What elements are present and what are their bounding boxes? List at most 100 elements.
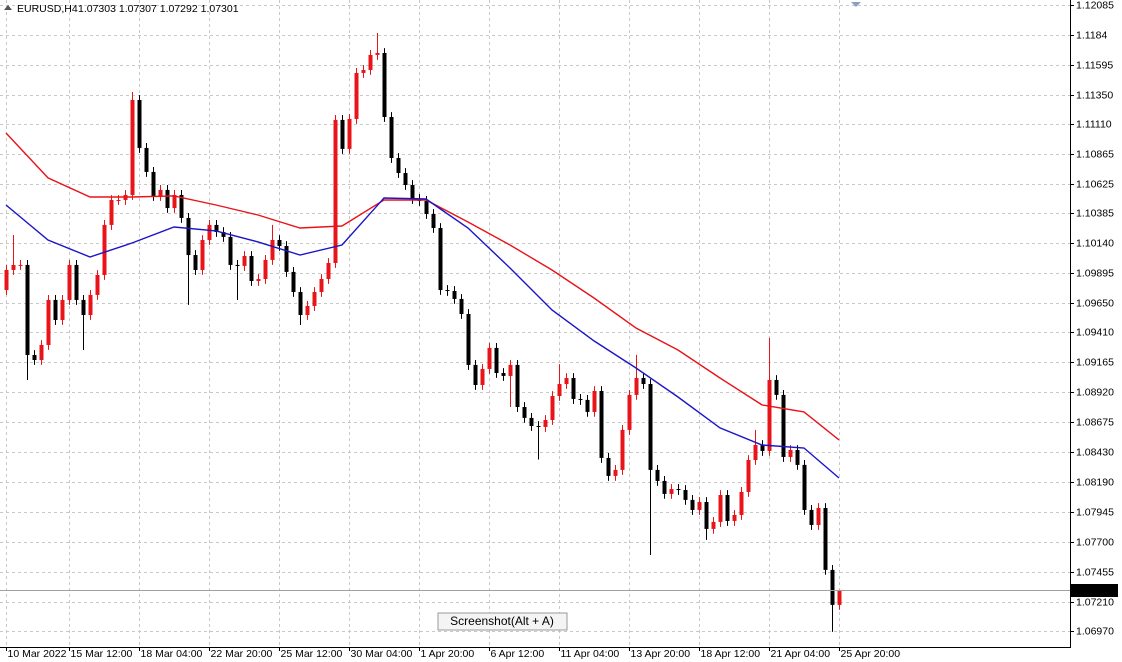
candle-body — [501, 373, 506, 376]
y-tick-label: 1.07945 — [1076, 506, 1114, 518]
y-tick-label: 1.06970 — [1076, 625, 1114, 637]
candle-body — [74, 264, 79, 300]
candle-body — [4, 269, 9, 291]
x-tick-label: 13 Apr 20:00 — [631, 648, 691, 660]
candle-body — [207, 224, 212, 240]
candle-body — [802, 464, 807, 510]
candle-body — [508, 364, 513, 376]
candle-body — [795, 449, 800, 465]
candle-body — [270, 239, 275, 260]
candle-body — [718, 495, 723, 522]
candle-body — [620, 429, 625, 470]
candle-body — [830, 569, 835, 605]
shift-marker[interactable] — [851, 2, 861, 7]
candle-body — [578, 398, 583, 400]
candle-body — [291, 271, 296, 292]
candle-body — [732, 514, 737, 521]
y-tick-label: 1.11595 — [1076, 59, 1113, 71]
candle-body — [753, 444, 758, 461]
y-tick-label: 1.11350 — [1076, 89, 1113, 101]
candle-body — [95, 274, 100, 295]
candle-body — [592, 390, 597, 412]
candle-body — [221, 232, 226, 237]
candle-body — [585, 399, 590, 412]
candle-body — [396, 157, 401, 174]
candle-body — [102, 224, 107, 275]
candle-body — [697, 501, 702, 510]
candle-body — [648, 384, 653, 470]
candle-body — [11, 264, 16, 270]
y-tick-label: 1.07455 — [1076, 566, 1114, 578]
y-tick-label: 1.08920 — [1076, 386, 1114, 398]
current-price-box — [1071, 584, 1118, 597]
candle-body — [158, 189, 163, 196]
candle-body — [431, 214, 436, 228]
candle-body — [746, 460, 751, 492]
candle-body — [704, 501, 709, 529]
y-tick-label: 1.09650 — [1076, 297, 1114, 309]
y-tick-label: 1.07700 — [1076, 536, 1114, 548]
candle-body — [480, 368, 485, 385]
candle-body — [326, 262, 331, 280]
x-tick-label: 15 Mar 12:00 — [71, 648, 133, 660]
candle-body — [389, 116, 394, 158]
candle-body — [368, 54, 373, 70]
grid — [0, 0, 1070, 647]
candle-body — [256, 279, 261, 281]
candle-body — [599, 390, 604, 458]
y-tick-label: 1.12085 — [1076, 0, 1114, 11]
menu-icon[interactable] — [4, 5, 12, 10]
y-tick-label: 1.09410 — [1076, 326, 1114, 338]
candle-body — [529, 417, 534, 426]
candle-body — [354, 72, 359, 119]
candle-body — [242, 256, 247, 266]
candle-body — [823, 507, 828, 570]
candle-body — [214, 224, 219, 233]
candle-body — [361, 69, 366, 73]
y-tick-label: 1.09895 — [1076, 267, 1114, 279]
candle-body — [711, 521, 716, 529]
candle-body — [571, 378, 576, 399]
candle-body — [263, 259, 268, 280]
x-tick-label: 25 Apr 20:00 — [841, 648, 901, 660]
x-tick-label: 25 Mar 12:00 — [281, 648, 343, 660]
candle-body — [165, 189, 170, 209]
x-tick-label: 22 Mar 20:00 — [211, 648, 273, 660]
candle-body — [305, 305, 310, 315]
candle-body — [347, 118, 352, 149]
candle-body — [32, 355, 37, 361]
candle-body — [410, 185, 415, 199]
y-tick-label: 1.10625 — [1076, 178, 1114, 190]
candle-body — [382, 52, 387, 117]
candle-body — [459, 298, 464, 315]
candle-body — [690, 499, 695, 510]
candle-body — [200, 239, 205, 270]
y-tick-label: 1.10385 — [1076, 207, 1114, 219]
candle-body — [641, 378, 646, 385]
candle-body — [151, 171, 156, 196]
candle-body — [81, 299, 86, 315]
candle-body — [340, 119, 345, 149]
candle-body — [130, 99, 135, 195]
x-tick-label: 10 Mar 2022 — [8, 648, 67, 660]
candle-body — [655, 469, 660, 481]
candle-body — [186, 217, 191, 256]
candle-body — [403, 173, 408, 186]
candle-body — [487, 347, 492, 369]
candle-body — [662, 480, 667, 494]
y-tick-label: 1.1184 — [1076, 29, 1107, 41]
candle-body — [760, 444, 765, 451]
candle-body — [298, 291, 303, 315]
candle-body — [725, 495, 730, 521]
candle-body — [781, 394, 786, 457]
candle-body — [676, 489, 681, 491]
candle-body — [109, 199, 114, 225]
plot — [0, 33, 1070, 632]
candle-body — [319, 279, 324, 292]
y-tick-label: 1.07210 — [1076, 596, 1114, 608]
y-tick-label: 1.08190 — [1076, 476, 1114, 488]
candle-body — [837, 590, 842, 605]
x-tick-label: 18 Mar 04:00 — [141, 648, 203, 660]
